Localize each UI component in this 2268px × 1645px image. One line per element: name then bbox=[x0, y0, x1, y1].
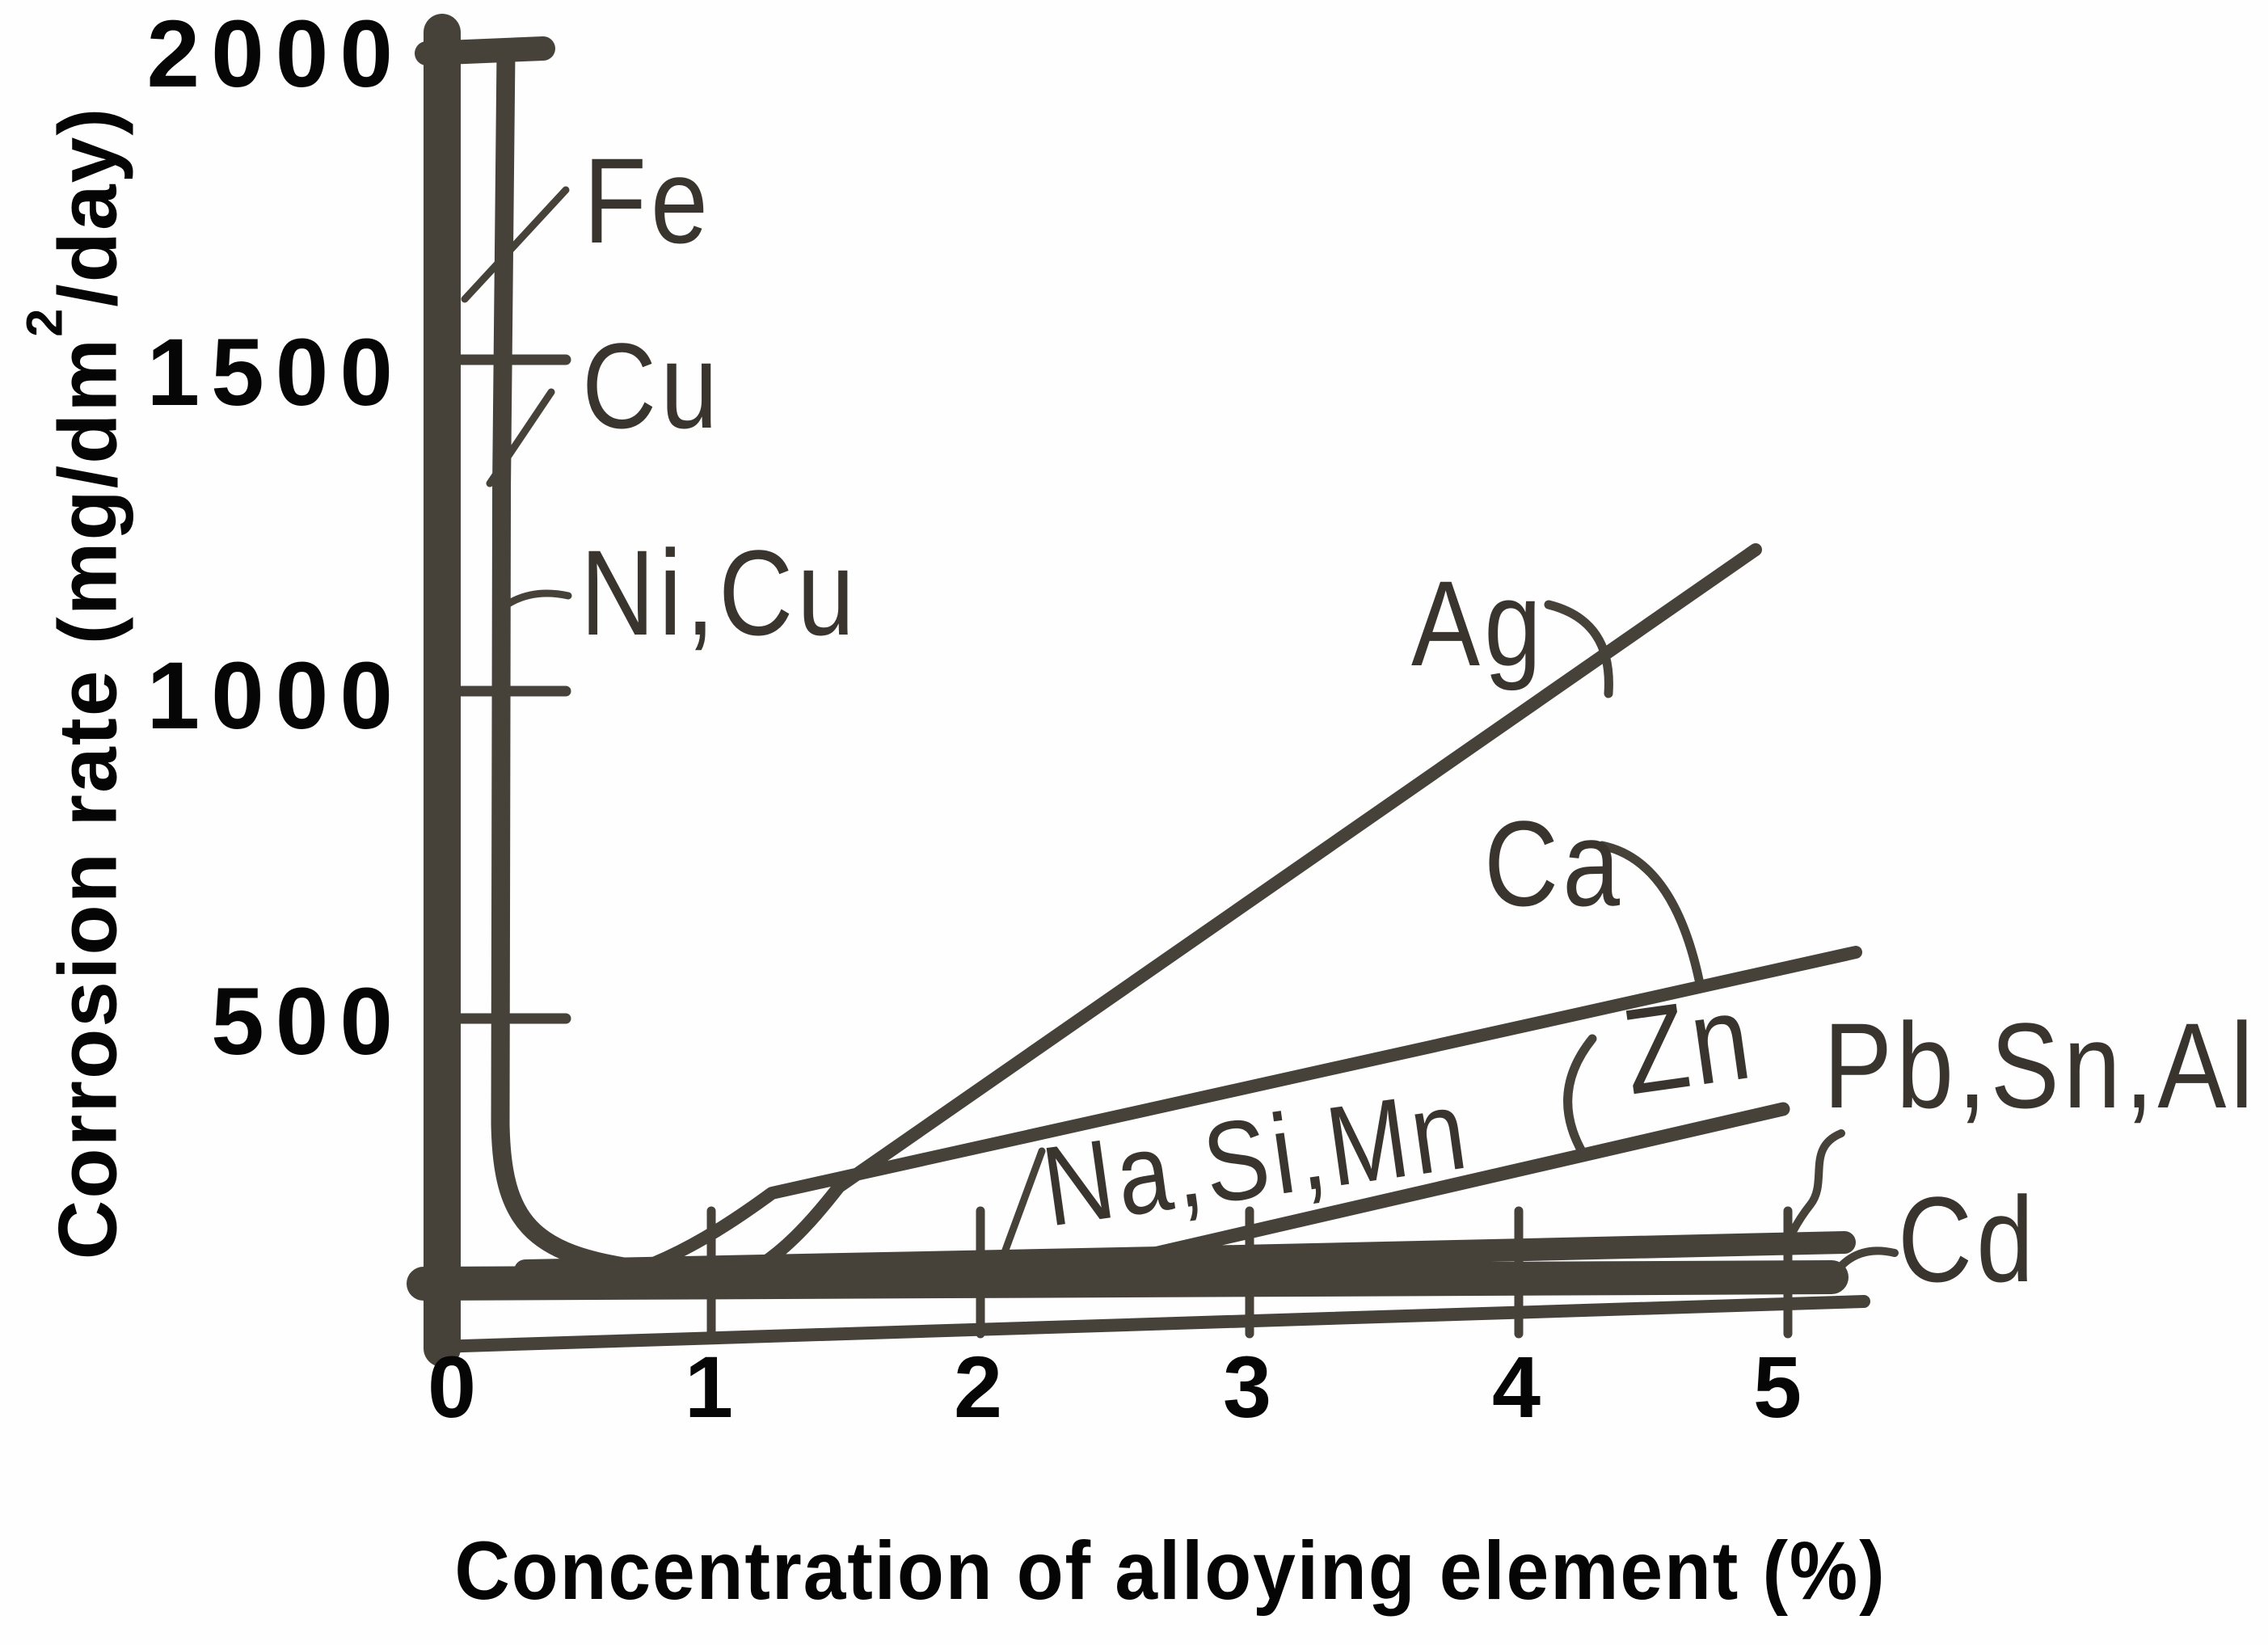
x-tick-label-1: 1 bbox=[684, 1338, 736, 1436]
y-axis-title-superscript: 2 bbox=[16, 306, 74, 337]
curve-label-pbsnal: Pb,Sn,Al bbox=[1823, 998, 2257, 1133]
cu-leader-line bbox=[486, 388, 555, 487]
curve-fe-cu-ni bbox=[490, 42, 650, 1279]
x-tick-label-0: 0 bbox=[427, 1338, 478, 1436]
curve-label-cd: Cd bbox=[1898, 1171, 2038, 1307]
y-axis-title-suffix: /day) bbox=[41, 106, 134, 307]
x-tick-label-5: 5 bbox=[1752, 1338, 1804, 1436]
ca-leader-hook bbox=[1597, 841, 1704, 985]
ag-leader-hook bbox=[1544, 600, 1613, 698]
curve-label-nicu: Ni,Cu bbox=[580, 525, 859, 660]
nasimn-leader-line bbox=[1001, 1147, 1046, 1256]
y-tick-2000 bbox=[415, 36, 555, 65]
curve-ca bbox=[527, 946, 1862, 1297]
y-tick-label-500: 500 bbox=[211, 968, 404, 1075]
curve-label-ag: Ag bbox=[1411, 555, 1546, 691]
curve-label-ca: Ca bbox=[1484, 795, 1625, 931]
x-axis-echo-line bbox=[432, 1295, 1870, 1353]
fe-leader-line bbox=[461, 186, 570, 303]
curve-label-fe: Fe bbox=[584, 133, 713, 268]
pbsnal-leader-brace bbox=[1780, 1129, 1845, 1255]
curve-ag bbox=[674, 543, 1762, 1298]
x-axis-title: Concentration of alloying element (%) bbox=[454, 1525, 1886, 1617]
x-tick-label-4: 4 bbox=[1491, 1338, 1543, 1436]
nicu-leader-line bbox=[494, 589, 572, 615]
x-tick-label-2: 2 bbox=[953, 1338, 1005, 1436]
curve-flat-elements bbox=[514, 1231, 1856, 1282]
y-tick-label-1000: 1000 bbox=[146, 643, 404, 749]
x-tick-label-3: 3 bbox=[1222, 1338, 1274, 1436]
curve-zn bbox=[1123, 1102, 1790, 1267]
y-axis-title: Corrosion rate (mg/dm2/day) bbox=[17, 107, 134, 1260]
curve-label-cu: Cu bbox=[582, 318, 723, 453]
y-tick-label-1500: 1500 bbox=[146, 319, 404, 426]
x-axis-line bbox=[407, 1260, 1849, 1301]
zn-leader-hook bbox=[1563, 1034, 1597, 1158]
y-axis-title-prefix: Corrosion rate (mg/dm bbox=[41, 336, 134, 1260]
cd-leader-line bbox=[1836, 1246, 1899, 1272]
curve-label-zn: Zn bbox=[1615, 967, 1762, 1120]
y-tick-label-2000: 2000 bbox=[146, 1, 404, 108]
